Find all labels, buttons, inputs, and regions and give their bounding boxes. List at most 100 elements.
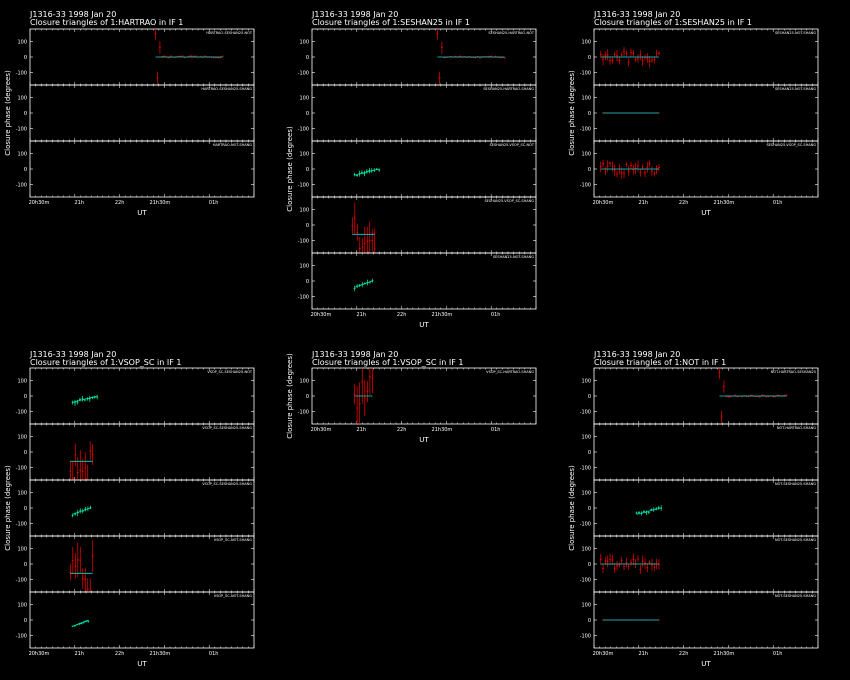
panel-frame	[29, 479, 255, 537]
y-tick-label: 0	[588, 167, 591, 173]
y-tick-label: -100	[16, 578, 27, 584]
plot-title: J1316-33 1998 Jan 20	[311, 350, 398, 359]
y-tick-label: -100	[16, 71, 27, 77]
y-tick-label: 0	[306, 111, 309, 117]
data-series	[436, 29, 506, 85]
data-series	[154, 29, 224, 85]
x-tick-label: 21h30m	[714, 651, 735, 657]
plot-subtitle: Closure triangles of 1:SESHAN25 in IF 1	[312, 18, 470, 27]
y-axis-label: Closure phase (degrees)	[568, 70, 576, 156]
panel-label: SESHAN25-NOT-SHANG	[775, 87, 816, 91]
panel-frame	[593, 479, 819, 537]
closure-panel: 100 0 -100 SESHAN25-HARTRAO-SHANG	[298, 84, 537, 142]
panel-label: SESHAN25-HARTRAO-NOT	[488, 31, 534, 35]
y-tick-label: -100	[16, 183, 27, 189]
x-tick-label: 21h	[75, 651, 85, 657]
x-tick-label: 22h	[679, 651, 689, 657]
x-tick-label: 01h	[491, 427, 501, 433]
y-tick-label: 0	[588, 394, 591, 400]
y-tick-label: -100	[580, 71, 591, 77]
x-tick-label: 21h30m	[150, 651, 171, 657]
x-tick-label: 01h	[773, 200, 783, 206]
panel-label: VSOP_SC-NOT-SHANG	[214, 594, 252, 598]
panel-frame	[29, 535, 255, 593]
data-series	[71, 505, 92, 518]
panel-label: SESHAN25-NOT-SHANG	[775, 31, 816, 35]
y-axis-label: Closure phase (degrees)	[4, 465, 12, 551]
panel-label: VSOP_SC-HARTRAO-SHANG	[486, 370, 534, 374]
x-tick-label: 22h	[115, 200, 125, 206]
y-tick-label: 0	[588, 450, 591, 456]
panel-label: SESHAN25-VSOP_SC-SHANG	[484, 199, 534, 203]
data-series	[69, 441, 94, 480]
panel-frame	[29, 591, 255, 649]
y-tick-label: 100	[299, 95, 309, 101]
panel-frame	[311, 252, 537, 310]
closure-panel: 100 0 -100 VSOP_SC-HARTRAO-SHANG	[298, 367, 537, 425]
x-axis-label: UT	[701, 209, 711, 217]
y-tick-label: 100	[17, 39, 27, 45]
panel-label: SESHAN25-HARTRAO-SHANG	[483, 87, 534, 91]
x-tick-label: 01h	[491, 312, 501, 318]
closure-panel: 100 0 -100 VSOP_SC-SESHAN25-NOT	[16, 367, 255, 425]
plot-subtitle: Closure triangles of 1:SESHAN25 in IF 1	[594, 18, 752, 27]
panel-label: NOT-SESHAN25-SHANG	[775, 594, 816, 598]
y-tick-label: -100	[298, 295, 309, 301]
closure-panel: 100 0 -100 SESHAN25-VSOP_SC-SHANG	[580, 140, 819, 198]
panel-label: HARTRAO-SESHAN25-NOT	[206, 31, 252, 35]
closure-panel: 100 0 -100 NOT-SESHAN25-SHANG	[580, 535, 819, 593]
y-tick-label: 0	[24, 167, 27, 173]
y-tick-label: 0	[588, 562, 591, 568]
model-line	[354, 280, 373, 288]
panel-label: VSOP_SC-SESHAN25-NOT	[207, 370, 253, 374]
y-tick-label: 100	[581, 490, 591, 496]
x-tick-label: 21h	[357, 312, 367, 318]
x-tick-label: 01h	[773, 651, 783, 657]
y-tick-label: -100	[298, 127, 309, 133]
y-tick-label: -100	[580, 634, 591, 640]
plot-subtitle: Closure triangles of 1:VSOP_SC in IF 1	[312, 358, 463, 367]
x-tick-label: 20h30m	[311, 427, 332, 433]
y-tick-label: 0	[588, 55, 591, 61]
x-axis-label: UT	[419, 321, 429, 329]
y-tick-label: 100	[17, 490, 27, 496]
model-line	[72, 507, 91, 515]
panel-label: NOT-HARTRAO-SHANG	[777, 426, 816, 430]
panel-frame	[29, 140, 255, 198]
y-tick-label: -100	[580, 183, 591, 189]
panel-frame	[29, 367, 255, 425]
panel-label: VSOP_SC-SESHAN25-SHANG	[202, 482, 252, 486]
y-tick-label: -100	[298, 71, 309, 77]
x-tick-label: 21h30m	[150, 200, 171, 206]
y-tick-label: 0	[588, 111, 591, 117]
y-tick-label: 0	[306, 394, 309, 400]
model-line	[354, 168, 380, 176]
panel-frame	[29, 423, 255, 481]
y-tick-label: 100	[299, 151, 309, 157]
x-tick-label: 20h30m	[311, 312, 332, 318]
model-line	[636, 507, 662, 515]
y-tick-label: -100	[16, 410, 27, 416]
y-axis-label: Closure phase (degrees)	[568, 465, 576, 551]
closure-panel: 100 0 -100 HARTRAO-SESHAN25-SHANG	[16, 84, 255, 142]
data-series	[353, 278, 374, 292]
y-tick-label: 100	[299, 39, 309, 45]
panel-frame	[311, 367, 537, 425]
x-tick-label: 20h30m	[593, 200, 614, 206]
plot-title: J1316-33 1998 Jan 20	[29, 350, 116, 359]
closure-panel: 100 0 -100 NOT-SESHAN25-SHANG	[580, 591, 819, 649]
data-series	[69, 540, 94, 592]
data-series	[351, 202, 376, 253]
plot-title: J1316-33 1998 Jan 20	[311, 10, 398, 19]
data-series	[599, 159, 660, 179]
y-tick-label: 100	[581, 151, 591, 157]
y-tick-label: 0	[24, 506, 27, 512]
y-tick-label: 100	[581, 434, 591, 440]
closure-panel: 100 0 -100 HARTRAO-NOT-SHANG	[16, 140, 255, 198]
y-tick-label: 0	[24, 450, 27, 456]
panel-label: NOT-HARTRAO-SESHAN25	[771, 370, 816, 374]
y-tick-label: -100	[16, 634, 27, 640]
x-tick-label: 21h	[357, 427, 367, 433]
